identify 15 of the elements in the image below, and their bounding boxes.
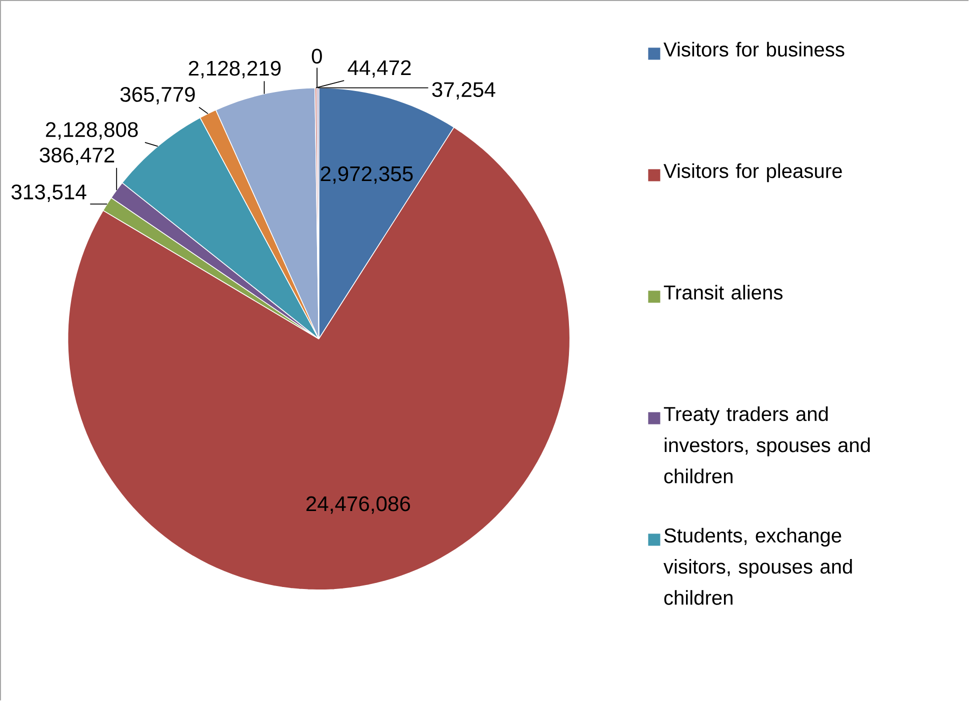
legend-label: Students, exchange visitors, spouses and children [664,528,852,605]
data-label: 2,972,355 [320,166,413,184]
data-label: 2,128,219 [188,60,281,78]
data-label: 37,254 [432,82,496,100]
data-label: 365,779 [120,87,195,104]
data-label: 386,472 [40,148,114,166]
legend-label: Visitors for business [664,42,844,57]
data-label: 44,472 [348,60,411,78]
legend-label: Treaty traders and investors, spouses and children [664,406,870,484]
text: 0 [312,48,322,64]
data-label: 2,128,808 [46,122,138,140]
legend-label: Visitors for pleasure [664,163,842,182]
data-label: 24,476,086 [306,496,410,514]
data-label: 313,514 [12,184,86,202]
legend-label: Transit aliens [664,284,782,300]
